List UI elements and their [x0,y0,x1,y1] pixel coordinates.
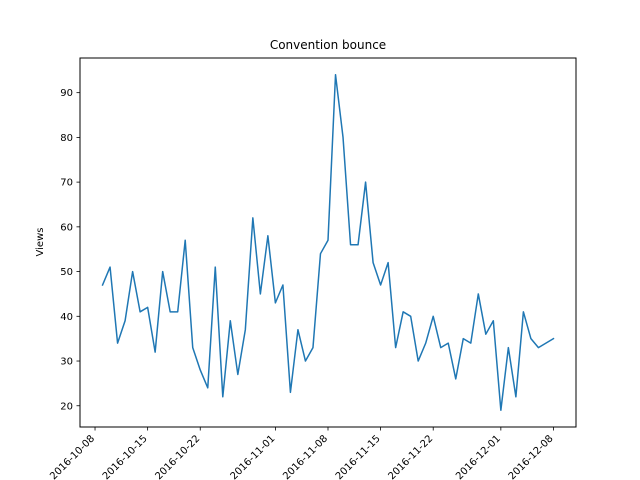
y-tick-label: 40 [60,312,73,323]
y-tick-label: 30 [60,357,73,368]
y-tick-label: 90 [60,88,73,99]
y-tick-label: 80 [60,133,73,144]
y-tick-label: 60 [60,222,73,233]
y-tick-label: 50 [60,267,73,278]
y-axis-label: Views [35,228,46,257]
chart-title: Convention bounce [270,38,386,52]
y-tick-label: 70 [60,178,73,189]
y-tick-label: 20 [60,401,73,412]
y-axis-ticks: 20 30 40 50 60 70 80 90 [60,88,80,412]
series-line [101,74,555,411]
